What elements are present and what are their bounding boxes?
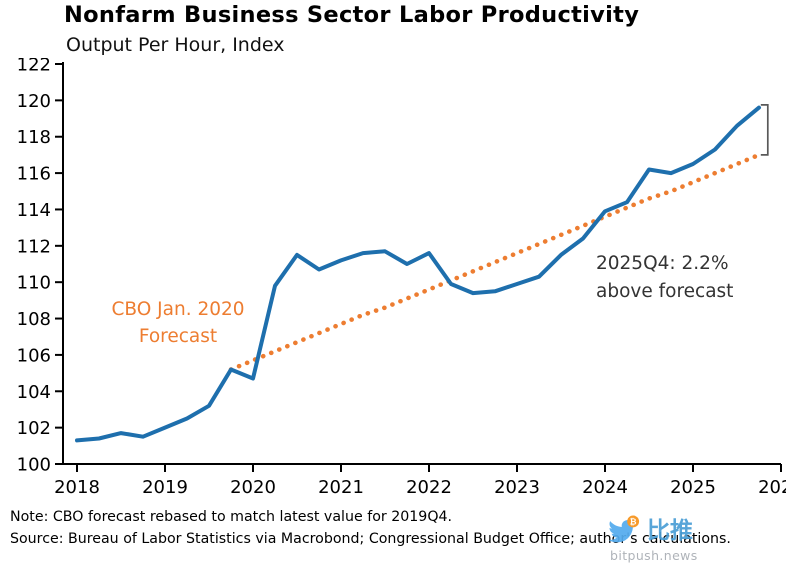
forecast-label-line2: Forecast bbox=[138, 326, 218, 347]
x-tick-label: 2019 bbox=[142, 477, 188, 498]
x-tick-label: 2026 bbox=[758, 477, 786, 498]
footnotes: Note: CBO forecast rebased to match late… bbox=[10, 507, 766, 550]
callout-annotation: 2025Q4: 2.2% above forecast bbox=[596, 250, 733, 306]
svg-text:₿: ₿ bbox=[630, 516, 637, 526]
y-tick-label: 102 bbox=[17, 418, 51, 439]
footnote-note: Note: CBO forecast rebased to match late… bbox=[10, 509, 453, 525]
x-tick-label: 2023 bbox=[494, 477, 540, 498]
plot-area: 100 102 104 106 108 110 112 114 116 118 120 122 2018… bbox=[0, 58, 786, 504]
y-tick-label: 110 bbox=[17, 273, 51, 294]
y-tick-label: 112 bbox=[17, 236, 51, 257]
x-tick-label: 2018 bbox=[54, 477, 100, 498]
y-tick-label: 114 bbox=[17, 200, 51, 221]
forecast-label-line1: CBO Jan. 2020 bbox=[111, 299, 245, 320]
y-tick-label: 116 bbox=[17, 164, 51, 185]
bitcoin-badge-icon bbox=[627, 515, 640, 528]
callout-line2: above forecast bbox=[596, 281, 734, 302]
actual-series-line bbox=[75, 105, 761, 443]
y-tick-label: 108 bbox=[17, 309, 51, 330]
y-tick-label: 106 bbox=[17, 345, 51, 366]
y-tick-label: 120 bbox=[17, 91, 51, 112]
gap-bracket bbox=[760, 104, 769, 156]
y-tick-label: 122 bbox=[17, 58, 51, 76]
x-tick-label: 2022 bbox=[406, 477, 452, 498]
bird-logo-icon: ₿ bbox=[608, 515, 640, 543]
x-tick-label: 2020 bbox=[230, 477, 276, 498]
y-tick-label: 104 bbox=[17, 382, 51, 403]
y-tick-label: 118 bbox=[17, 127, 51, 148]
x-tick-label: 2021 bbox=[318, 477, 364, 498]
watermark-brand: 比推 bbox=[647, 517, 693, 544]
forecast-series-line bbox=[228, 152, 762, 372]
y-tick-label: 100 bbox=[17, 455, 51, 476]
chart-title: Nonfarm Business Sector Labor Productivi… bbox=[64, 2, 640, 28]
chart-subtitle: Output Per Hour, Index bbox=[66, 34, 285, 56]
chart-canvas: 100 102 104 106 108 110 112 114 116 118 120 122 2018… bbox=[17, 58, 786, 498]
bitpush-watermark: ₿ 比推 bitpush.news bbox=[604, 515, 744, 563]
callout-line1: 2025Q4: 2.2% bbox=[596, 253, 729, 274]
x-tick-label: 2024 bbox=[582, 477, 628, 498]
forecast-label: CBO Jan. 2020 Forecast bbox=[86, 296, 270, 350]
watermark-domain: bitpush.news bbox=[610, 548, 698, 563]
x-tick-label: 2025 bbox=[670, 477, 716, 498]
footnote-source: Source: Bureau of Labor Statistics via M… bbox=[10, 530, 731, 547]
